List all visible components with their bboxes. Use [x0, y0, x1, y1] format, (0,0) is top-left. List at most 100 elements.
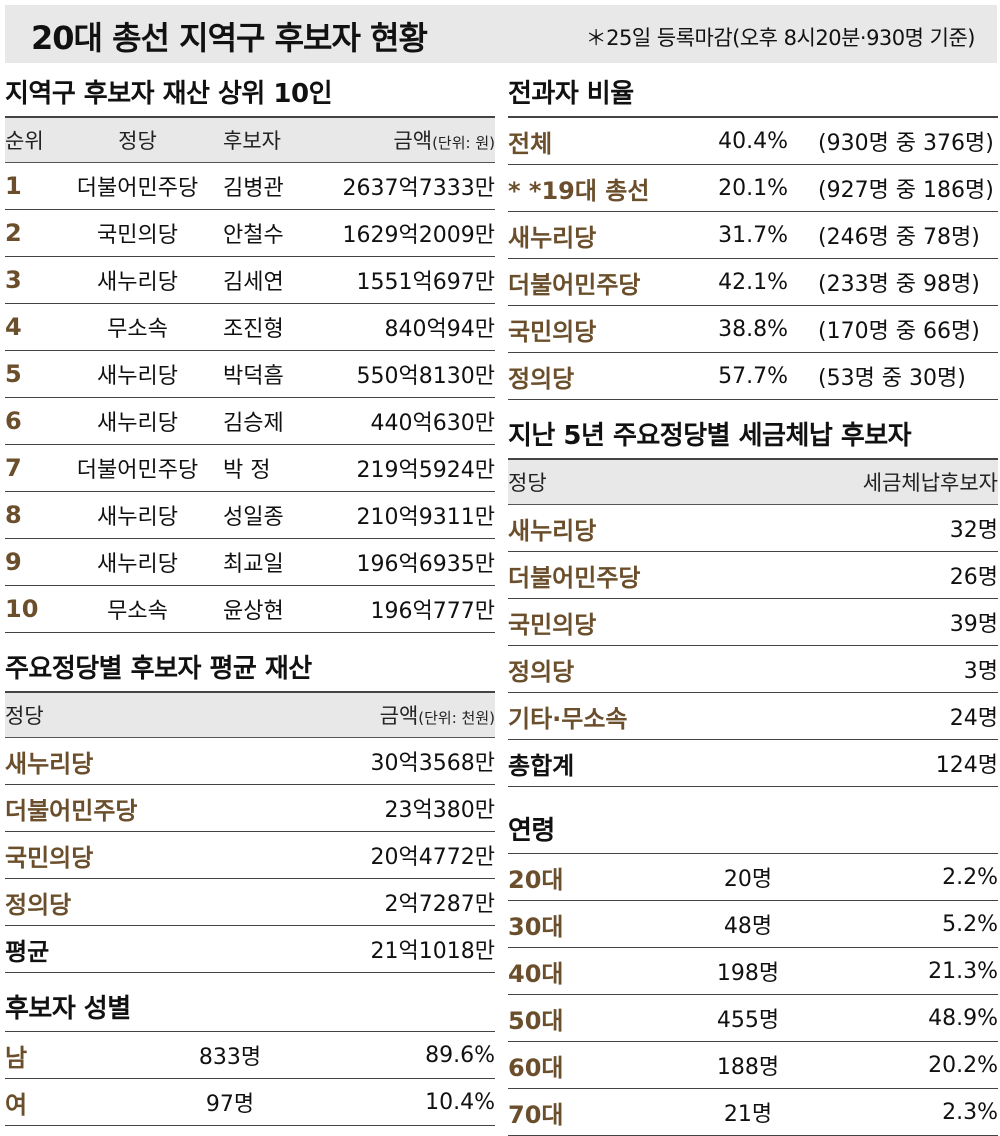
criminal-label: 새누리당: [508, 211, 678, 259]
gender-table: 남 833명 89.6% 여 97명 10.4%: [5, 1031, 495, 1126]
age-label: 50대: [508, 994, 678, 1042]
rank-cell: 9: [5, 538, 60, 586]
amount-cell: 30억3568만: [305, 737, 495, 785]
page-title: 20대 총선 지역구 후보자 현황: [31, 19, 428, 57]
pct-cell: 89.6%: [305, 1031, 495, 1079]
pct-cell: 10.4%: [305, 1078, 495, 1126]
amount-cell: 23억380만: [305, 784, 495, 832]
table-row: 50대 455명 48.9%: [508, 994, 998, 1042]
pct-cell: 57.7%: [678, 352, 798, 400]
candidate-cell: 성일종: [215, 491, 325, 539]
total-label: 평균: [5, 925, 305, 973]
amount-cell: 196억6935만: [325, 538, 495, 586]
total-count: 124명: [768, 739, 998, 787]
col-header-party: 정당: [60, 116, 215, 163]
top10-table: 순위 정당 후보자 금액(단위: 원) 1 더불어민주당 김병관 2637억7333만…: [5, 116, 495, 633]
count-cell: 97명: [155, 1078, 305, 1126]
party-cell: 새누리당: [508, 504, 768, 552]
detail-cell: (930명 중 376명): [798, 117, 998, 165]
rank-cell: 5: [5, 350, 60, 398]
pct-cell: 2.2%: [818, 853, 998, 901]
col-header-count: 세금체납후보자: [768, 458, 998, 505]
col-header-party: 정당: [5, 691, 305, 738]
party-cell: 새누리당: [5, 737, 305, 785]
candidate-cell: 박 정: [215, 444, 325, 492]
criminal-label: 더불어민주당: [508, 258, 678, 306]
right-column: 전과자 비율 전체 40.4% (930명 중 376명) * *19대 총선 20.1…: [508, 72, 998, 1136]
col-header-amount: 금액(단위: 천원): [305, 691, 495, 738]
section-title-criminal: 전과자 비율: [508, 79, 634, 109]
age-table: 20대 20명 2.2% 30대 48명 5.2% 40대 198명 21.3% 50대 455명 4…: [508, 853, 998, 1136]
section-title-age: 연령: [508, 816, 555, 846]
party-cell: 더불어민주당: [60, 444, 215, 492]
amount-cell: 440억630만: [325, 397, 495, 445]
party-cell: 더불어민주당: [5, 784, 305, 832]
rank-cell: 3: [5, 256, 60, 304]
table-row: 기타·무소속 24명: [508, 692, 998, 740]
table-row: 국민의당 20억4772만: [5, 831, 495, 879]
pct-cell: 31.7%: [678, 211, 798, 259]
candidate-cell: 윤상현: [215, 585, 325, 633]
amount-cell: 840억94만: [325, 303, 495, 351]
amount-cell: 550억8130만: [325, 350, 495, 398]
table-row: 새누리당 31.7% (246명 중 78명): [508, 211, 998, 259]
party-cell: 새누리당: [60, 350, 215, 398]
table-row: 5 새누리당 박덕흠 550억8130만: [5, 350, 495, 398]
unit-label: (단위: 천원): [418, 709, 495, 727]
criminal-label: 정의당: [508, 352, 678, 400]
rank-cell: 1: [5, 162, 60, 210]
gender-label: 남: [5, 1031, 155, 1079]
party-cell: 국민의당: [5, 831, 305, 879]
section-title-gender: 후보자 성별: [5, 994, 131, 1024]
total-amount: 21억1018만: [305, 925, 495, 973]
amount-label: 금액: [393, 129, 433, 153]
party-cell: 새누리당: [60, 397, 215, 445]
table-row: 정의당 2억7287만: [5, 878, 495, 926]
section-title-avg: 주요정당별 후보자 평균 재산: [5, 654, 312, 684]
amount-cell: 20억4772만: [305, 831, 495, 879]
detail-cell: (53명 중 30명): [798, 352, 998, 400]
table-row: 9 새누리당 최교일 196억6935만: [5, 538, 495, 586]
page-header: 20대 총선 지역구 후보자 현황 ＊25일 등록마감(오후 8시20분·930…: [5, 5, 997, 63]
pct-cell: 20.2%: [818, 1041, 998, 1089]
count-cell: 26명: [768, 551, 998, 599]
count-cell: 21명: [678, 1088, 818, 1136]
table-header-row: 정당 금액(단위: 천원): [5, 691, 495, 738]
candidate-cell: 김세연: [215, 256, 325, 304]
table-row: * *19대 총선 20.1% (927명 중 186명): [508, 164, 998, 212]
party-cell: 정의당: [5, 878, 305, 926]
party-cell: 더불어민주당: [508, 551, 768, 599]
party-cell: 국민의당: [60, 209, 215, 257]
count-cell: 24명: [768, 692, 998, 740]
pct-cell: 42.1%: [678, 258, 798, 306]
table-row: 7 더불어민주당 박 정 219억5924만: [5, 444, 495, 492]
amount-cell: 196억777만: [325, 585, 495, 633]
count-cell: 39명: [768, 598, 998, 646]
detail-cell: (170명 중 66명): [798, 305, 998, 353]
pct-cell: 2.3%: [818, 1088, 998, 1136]
table-row: 여 97명 10.4%: [5, 1078, 495, 1126]
party-cell: 새누리당: [60, 491, 215, 539]
section-title-tax: 지난 5년 주요정당별 세금체납 후보자: [508, 421, 912, 451]
age-label: 30대: [508, 900, 678, 948]
gender-label: 여: [5, 1078, 155, 1126]
party-cell: 더불어민주당: [60, 162, 215, 210]
candidate-cell: 조진형: [215, 303, 325, 351]
party-cell: 무소속: [60, 585, 215, 633]
table-row: 40대 198명 21.3%: [508, 947, 998, 995]
candidate-cell: 박덕흠: [215, 350, 325, 398]
count-cell: 20명: [678, 853, 818, 901]
amount-cell: 2637억7333만: [325, 162, 495, 210]
party-cell: 정의당: [508, 645, 768, 693]
age-label: 40대: [508, 947, 678, 995]
criminal-label: 국민의당: [508, 305, 678, 353]
table-row: 더불어민주당 23억380만: [5, 784, 495, 832]
amount-cell: 219억5924만: [325, 444, 495, 492]
party-cell: 국민의당: [508, 598, 768, 646]
count-cell: 32명: [768, 504, 998, 552]
criminal-label: 전체: [508, 117, 678, 165]
table-row: 4 무소속 조진형 840억94만: [5, 303, 495, 351]
table-row: 새누리당 30억3568만: [5, 737, 495, 785]
table-row: 30대 48명 5.2%: [508, 900, 998, 948]
total-label: 총합계: [508, 739, 768, 787]
